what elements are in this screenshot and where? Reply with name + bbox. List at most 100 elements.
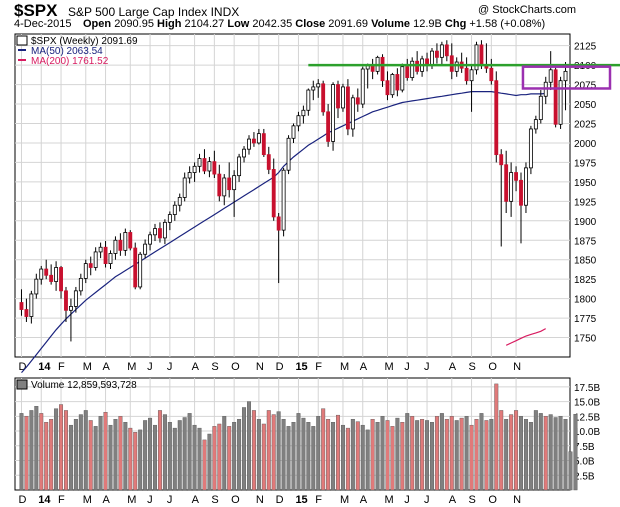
volume-bar [420,419,425,491]
candle-body [232,175,237,191]
candle-body [464,67,469,82]
quote-summary: Open 2090.95 High 2104.27 Low 2042.35 Cl… [83,18,545,30]
ma200-line [505,328,546,346]
volume-bar [138,429,143,491]
volume-bar [558,416,563,491]
volume-x-axis-label: O [231,494,240,506]
price-x-axis-label: O [488,361,497,373]
candle-body [73,290,78,307]
price-x-axis-label: J [167,361,173,373]
volume-bar [232,422,237,491]
volume-x-axis-label: A [360,494,368,506]
volume-bar [311,426,316,491]
volume-bar [514,410,519,491]
price-x-axis-label: D [276,361,284,373]
candle-body [286,137,291,171]
candle-body [360,68,365,105]
candle-body [504,164,509,202]
volume-bar [321,408,326,491]
candle-body [454,61,459,72]
volume-bar [143,420,148,491]
candle-body [44,268,49,276]
price-axis-label: 1975 [574,158,597,169]
candle-body [24,309,29,317]
price-x-axis-label: D [18,361,26,373]
candle-body [113,239,118,254]
candle-body [158,228,162,239]
volume-x-axis-label: M [340,494,349,506]
volume-bar [331,422,336,491]
volume-bar [242,407,247,491]
volume-x-axis-label: N [256,494,264,506]
volume-x-axis-label: M [127,494,136,506]
volume-bar [19,413,24,491]
volume-bar [400,422,405,491]
candle-body [533,119,538,130]
open-label: Open [83,18,112,30]
candle-body [256,133,261,144]
candle-body [528,128,533,169]
candle-body [291,125,296,139]
price-x-axis-label: J [147,361,153,373]
volume-bar [469,424,474,491]
index-full-name: S&P 500 Large Cap Index [68,5,208,19]
volume-bar [568,451,573,491]
volume-bar [430,422,434,491]
volume-bar [494,383,499,491]
volume-bar [375,422,380,491]
candle-body [514,172,519,181]
candle-body [29,293,34,317]
volume-bar [548,414,553,491]
candle-body [39,268,44,280]
volume-bar [261,423,266,491]
volume-bar [489,419,494,491]
volume-bar [113,419,118,491]
chg-label: Chg [444,18,467,30]
volume-axis-label: 2.5B [574,471,595,482]
candle-body [434,50,439,58]
price-axis-label: 2125 [574,42,597,53]
candle-body [524,167,528,206]
price-x-axis-label: N [256,361,264,373]
candle-body [271,169,276,218]
price-x-axis-label: F [58,361,65,373]
low-value: 2042.35 [252,18,293,30]
candle-body [212,161,217,175]
price-axis-label: 2075 [574,81,597,92]
candle-body [430,50,434,66]
volume-bar [454,420,459,491]
volume-bar [415,420,420,491]
candle-body [311,86,316,91]
volume-bar [207,433,212,491]
price-x-axis-label: J [424,361,430,373]
volume-x-axis-label: F [315,494,322,506]
volume-x-axis-label: 14 [38,494,51,506]
volume-bar [380,416,385,491]
volume-axis-label: 10.0B [574,427,600,438]
volume-bar [153,424,157,491]
price-x-axis-label: A [449,361,457,373]
volume-x-axis-label: A [449,494,457,506]
volume-bar [499,410,504,491]
volume-bar [370,419,375,491]
price-axis-label: 1875 [574,236,597,247]
candle-body [103,246,108,265]
volume-bar [296,413,301,491]
volume-bar [523,419,528,491]
volume-bar [519,416,523,491]
candle-body [385,80,390,96]
volume-bar [479,413,484,491]
candle-body [59,267,63,292]
stockcharts-credit[interactable]: @ StockCharts.com [478,4,576,16]
volume-x-axis-label: D [276,494,284,506]
volume-bar [444,419,449,491]
candle-body [553,69,558,125]
volume-bar [405,413,410,491]
volume-bar [39,413,44,491]
volume-x-axis-label: J [404,494,410,506]
volume-bar [573,413,578,491]
volume-x-axis-label: J [424,494,430,506]
candle-body [192,165,197,173]
candle-body [390,74,395,96]
